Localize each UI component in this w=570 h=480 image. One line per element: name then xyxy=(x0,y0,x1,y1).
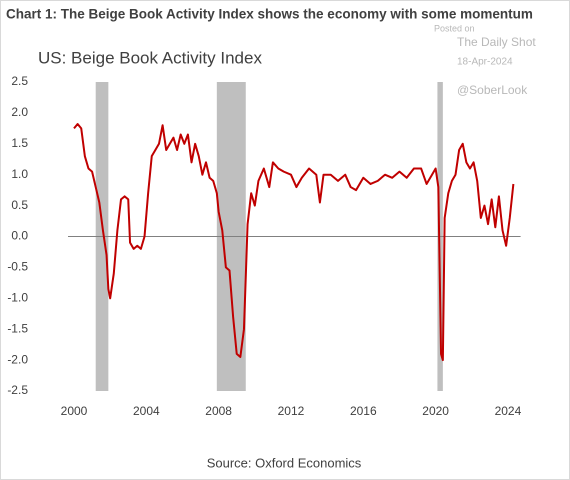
watermark: @SoberLook xyxy=(457,83,528,97)
line-series xyxy=(73,123,515,362)
source: Source: Oxford Economics xyxy=(207,455,362,470)
y-tick-label: -1.0 xyxy=(7,290,28,304)
y-tick-label: 0.0 xyxy=(11,229,28,243)
y-tick-label: 1.5 xyxy=(11,136,28,150)
x-tick-label: 2004 xyxy=(133,404,160,418)
y-tick-label: -1.5 xyxy=(7,321,28,335)
y-tick-label: 1.0 xyxy=(11,167,28,181)
x-tick-label: 2008 xyxy=(205,404,232,418)
y-tick-label: -2.5 xyxy=(7,383,28,397)
chart-title: Chart 1: The Beige Book Activity Index s… xyxy=(6,7,533,22)
x-tick-label: 2012 xyxy=(278,404,305,418)
watermark: 18-Apr-2024 xyxy=(457,57,513,68)
x-tick-label: 2024 xyxy=(495,404,522,418)
y-tick-label: -0.5 xyxy=(7,260,28,274)
watermark: Posted on xyxy=(434,23,475,33)
y-tick-label: -2.0 xyxy=(7,352,28,366)
x-tick-label: 2020 xyxy=(422,404,449,418)
y-tick-label: 2.0 xyxy=(11,105,28,119)
y-tick-label: 0.5 xyxy=(11,198,28,212)
x-tick-label: 2016 xyxy=(350,404,377,418)
y-tick-label: 2.5 xyxy=(11,74,28,88)
chart-subtitle: US: Beige Book Activity Index xyxy=(38,48,262,67)
x-tick-label: 2000 xyxy=(61,404,88,418)
watermark: The Daily Shot xyxy=(457,35,536,49)
